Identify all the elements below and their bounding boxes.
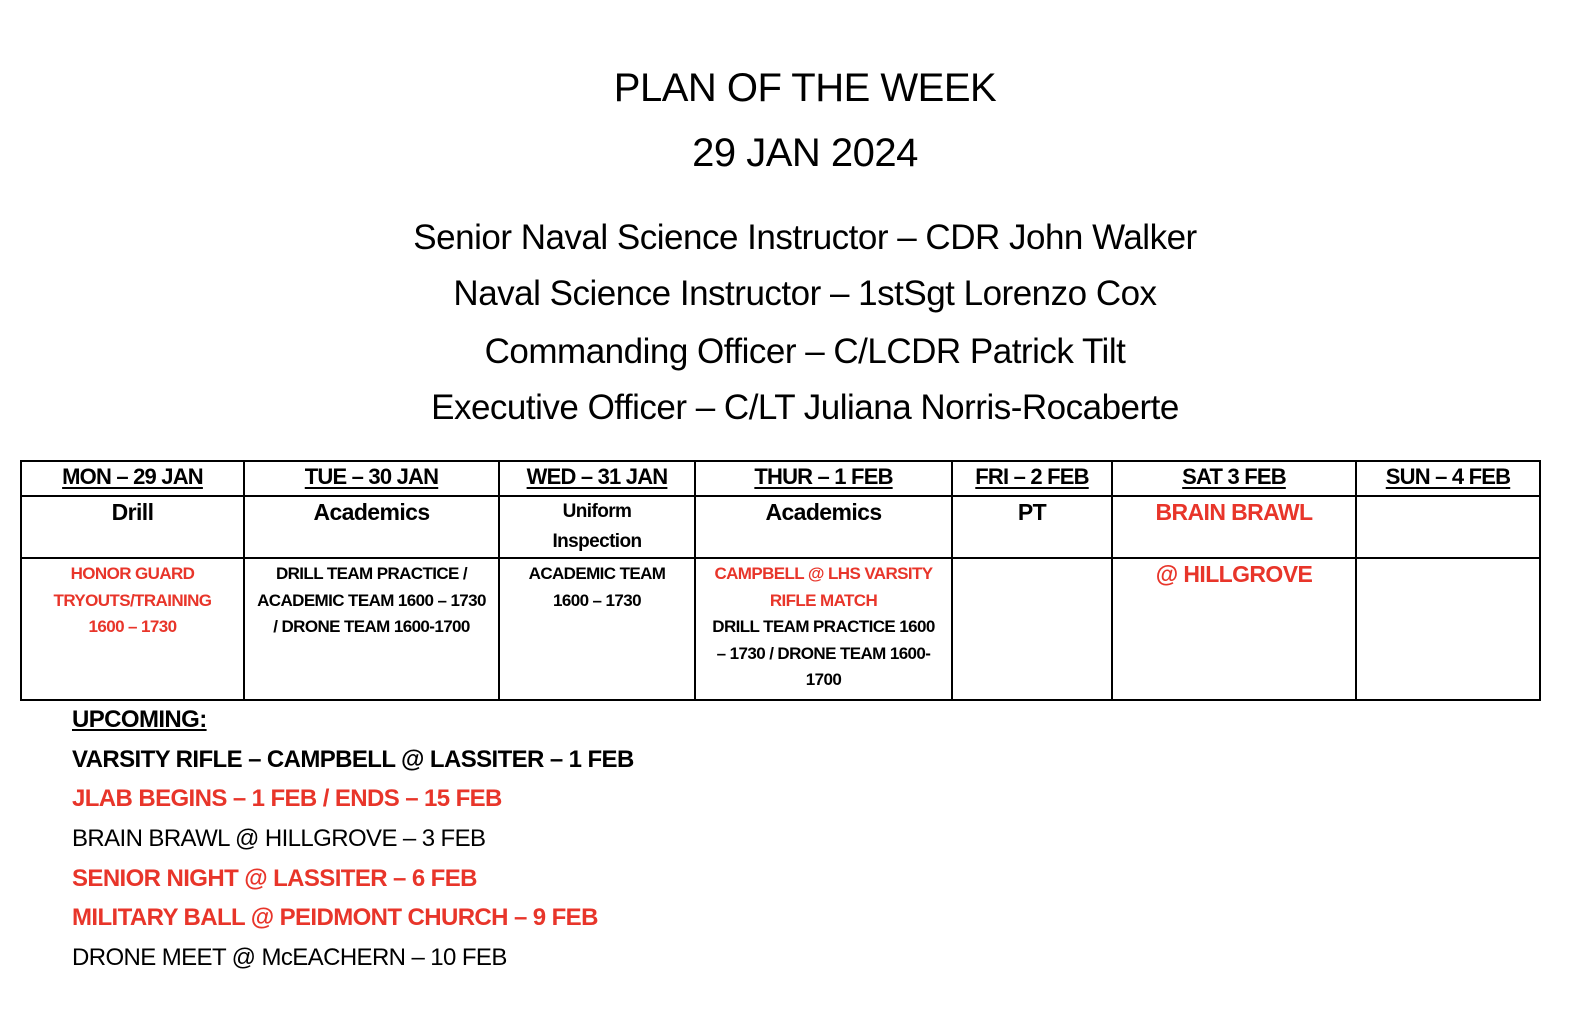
details-cell: HONOR GUARD TRYOUTS/TRAINING 1600 – 1730 xyxy=(20,557,245,701)
day-header-row: MON – 29 JAN TUE – 30 JAN WED – 31 JAN T… xyxy=(20,460,1541,497)
day-header: SAT 3 FEB xyxy=(1111,460,1357,497)
details-cell: ACADEMIC TEAM 1600 – 1730 xyxy=(498,557,696,701)
weekly-schedule-table: MON – 29 JAN TUE – 30 JAN WED – 31 JAN T… xyxy=(20,460,1541,701)
activity-row: Drill Academics Uniform Inspection Acade… xyxy=(20,495,1541,559)
activity-cell: Academics xyxy=(694,495,953,559)
upcoming-item: DRONE MEET @ McEACHERN – 10 FEB xyxy=(72,944,507,972)
activity-cell xyxy=(1355,495,1541,559)
page-title: PLAN OF THE WEEK xyxy=(613,66,997,110)
upcoming-section: UPCOMING: VARSITY RIFLE – CAMPBELL @ LAS… xyxy=(72,704,634,982)
upcoming-item: JLAB BEGINS – 1 FEB / ENDS – 15 FEB xyxy=(72,785,502,813)
day-header: MON – 29 JAN xyxy=(20,460,245,497)
day-header: SUN – 4 FEB xyxy=(1355,460,1541,497)
day-header: TUE – 30 JAN xyxy=(243,460,500,497)
page-date: 29 JAN 2024 xyxy=(692,131,918,175)
details-cell: DRILL TEAM PRACTICE / ACADEMIC TEAM 1600… xyxy=(243,557,500,701)
upcoming-item: SENIOR NIGHT @ LASSITER – 6 FEB xyxy=(72,864,477,892)
upcoming-item: VARSITY RIFLE – CAMPBELL @ LASSITER – 1 … xyxy=(72,745,634,773)
activity-cell: PT xyxy=(951,495,1113,559)
staff-line: Naval Science Instructor – 1stSgt Lorenz… xyxy=(453,274,1157,313)
activity-cell: Academics xyxy=(243,495,500,559)
details-text: DRILL TEAM PRACTICE 1600 – 1730 / DRONE … xyxy=(712,617,935,689)
upcoming-item: MILITARY BALL @ PEIDMONT CHURCH – 9 FEB xyxy=(72,904,598,932)
day-header: FRI – 2 FEB xyxy=(951,460,1113,497)
day-header: THUR – 1 FEB xyxy=(694,460,953,497)
details-row: HONOR GUARD TRYOUTS/TRAINING 1600 – 1730… xyxy=(20,557,1541,701)
details-cell: CAMPBELL @ LHS VARSITY RIFLE MATCH DRILL … xyxy=(694,557,953,701)
staff-line: Commanding Officer – C/LCDR Patrick Tilt xyxy=(484,332,1126,371)
details-cell xyxy=(951,557,1113,701)
details-highlight: CAMPBELL @ LHS VARSITY RIFLE MATCH xyxy=(714,564,933,610)
activity-cell: Drill xyxy=(20,495,245,559)
day-header: WED – 31 JAN xyxy=(498,460,696,497)
details-cell: @ HILLGROVE xyxy=(1111,557,1357,701)
upcoming-item: BRAIN BRAWL @ HILLGROVE – 3 FEB xyxy=(72,825,486,853)
activity-cell: BRAIN BRAWL xyxy=(1111,495,1357,559)
staff-line: Senior Naval Science Instructor – CDR Jo… xyxy=(413,218,1197,257)
activity-cell: Uniform Inspection xyxy=(498,495,696,559)
staff-line: Executive Officer – C/LT Juliana Norris-… xyxy=(431,388,1179,427)
details-cell xyxy=(1355,557,1541,701)
upcoming-heading: UPCOMING: xyxy=(72,706,207,733)
